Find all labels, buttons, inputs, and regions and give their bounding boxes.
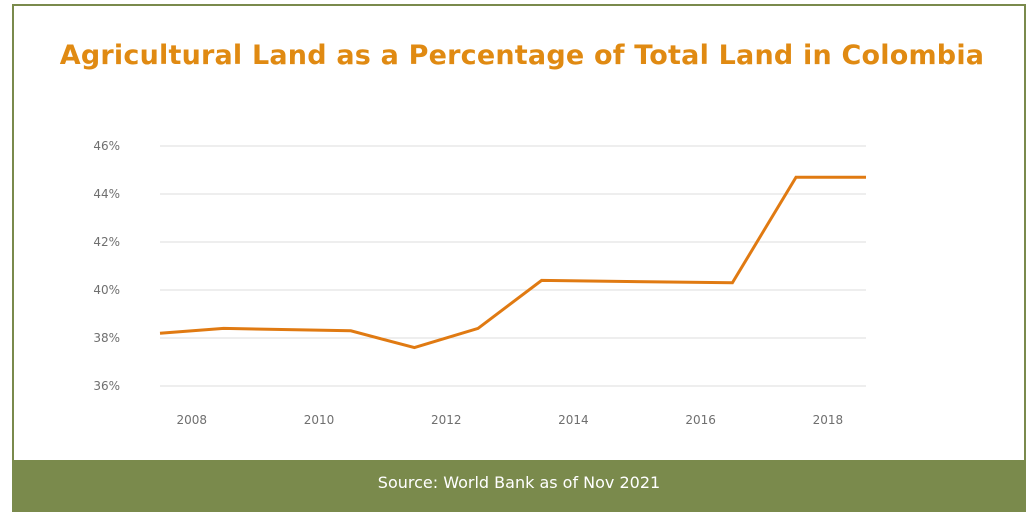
series-group [159, 175, 866, 350]
source-footer: Source: World Bank as of Nov 2021 [12, 460, 1026, 512]
y-tick-label: 40% [93, 283, 120, 297]
y-tick-label: 44% [93, 187, 120, 201]
x-tick-label: 2012 [431, 413, 462, 427]
x-tick-label: 2008 [177, 413, 208, 427]
grid-lines [160, 145, 866, 387]
y-tick-label: 46% [93, 139, 120, 153]
x-tick-label: 2010 [304, 413, 335, 427]
x-axis-ticks: 2008 2010 2012 2014 2016 2018 [177, 413, 844, 427]
x-tick-label: 2018 [813, 413, 844, 427]
x-tick-label: 2014 [558, 413, 589, 427]
y-tick-label: 38% [93, 331, 120, 345]
y-axis-ticks: 36% 38% 40% 42% 44% 46% [93, 139, 120, 393]
y-tick-label: 42% [93, 235, 120, 249]
x-tick-label: 2016 [685, 413, 716, 427]
chart-title: Agricultural Land as a Percentage of Tot… [59, 40, 985, 71]
chart-frame [12, 4, 1026, 512]
series-line [159, 175, 866, 350]
y-tick-label: 36% [93, 379, 120, 393]
